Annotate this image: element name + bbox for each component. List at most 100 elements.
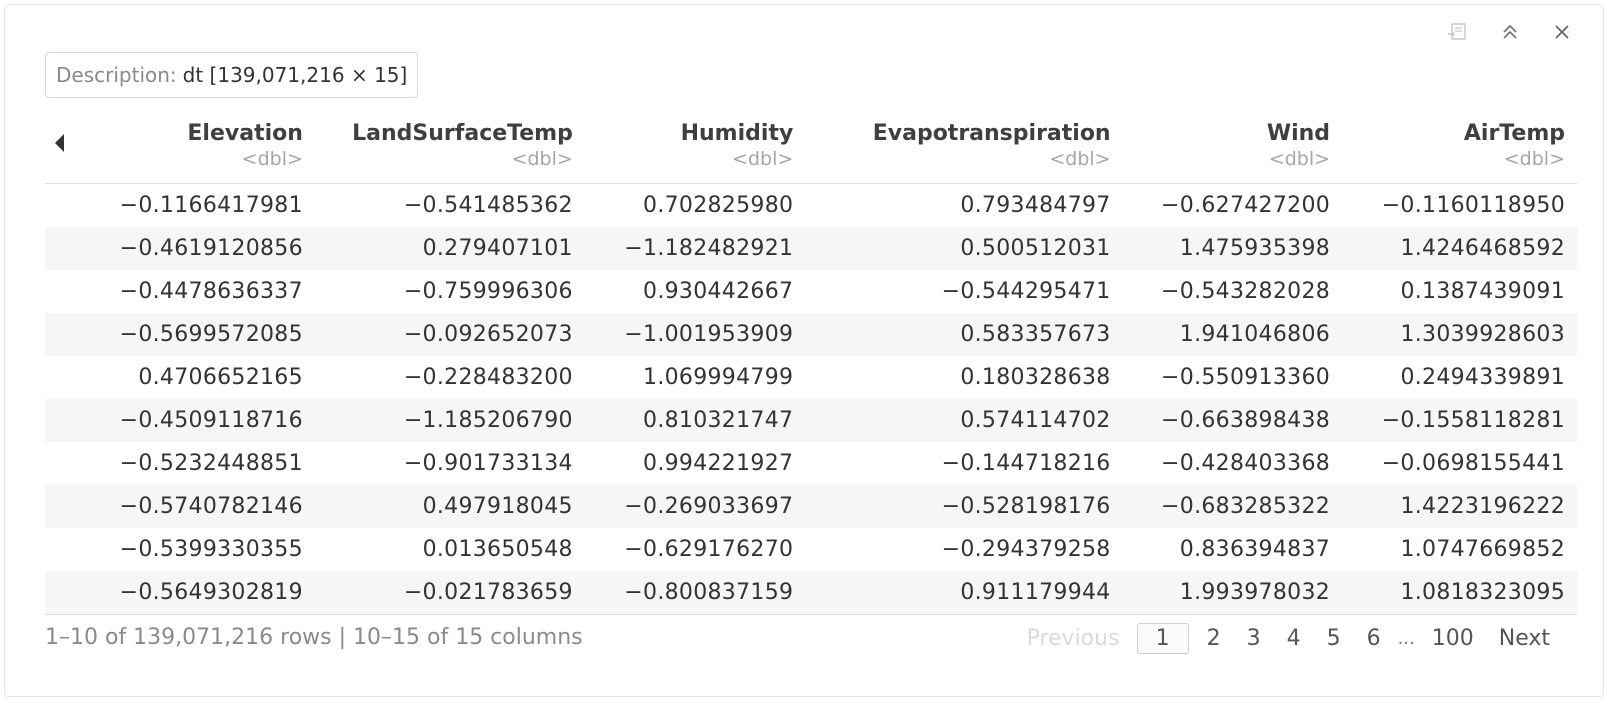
data-table: Elevation <dbl> LandSurfaceTemp <dbl> Hu… — [45, 121, 1577, 615]
column-name: Wind — [1266, 121, 1331, 146]
row-spacer — [45, 399, 87, 442]
table-cell: 0.500512031 — [805, 227, 1123, 270]
table-cell: −0.5699572085 — [86, 313, 315, 356]
table-row: −0.5649302819 −0.021783659 −0.800837159 0.9… — [45, 571, 1577, 615]
column-type: <dbl> — [511, 148, 573, 170]
table-cell: 1.475935398 — [1122, 227, 1343, 270]
table-cell: −0.4619120856 — [86, 227, 315, 270]
row-spacer — [45, 313, 87, 356]
table-cell: 1.4223196222 — [1342, 485, 1577, 528]
table-cell: −0.294379258 — [805, 528, 1123, 571]
table-cell: 1.0818323095 — [1342, 571, 1577, 615]
table-cell: 0.793484797 — [805, 183, 1123, 227]
row-spacer — [45, 227, 87, 270]
table-cell: 0.583357673 — [805, 313, 1123, 356]
page-button-2[interactable]: 2 — [1206, 626, 1221, 651]
table-header-row: Elevation <dbl> LandSurfaceTemp <dbl> Hu… — [45, 121, 1577, 184]
table-cell: −0.228483200 — [314, 356, 585, 399]
column-name: AirTemp — [1463, 121, 1565, 146]
table-row: −0.5699572085 −0.092652073 −1.001953909 0.5… — [45, 313, 1577, 356]
table-cell: 0.911179944 — [805, 571, 1123, 615]
table-cell: 1.0747669852 — [1342, 528, 1577, 571]
table-cell: 0.702825980 — [584, 183, 806, 227]
column-header-elevation[interactable]: Elevation <dbl> — [86, 121, 315, 184]
page-button-3[interactable]: 3 — [1246, 626, 1261, 651]
table-row: −0.1166417981 −0.541485362 0.702825980 0.79… — [45, 183, 1577, 227]
table-cell: −0.627427200 — [1122, 183, 1343, 227]
table-cell: −0.269033697 — [584, 485, 806, 528]
current-page-button[interactable]: 1 — [1136, 623, 1189, 654]
table-cell: −0.4509118716 — [86, 399, 315, 442]
table-row: 0.4706652165 −0.228483200 1.069994799 0.180… — [45, 356, 1577, 399]
page-button-5[interactable]: 5 — [1326, 626, 1341, 651]
scroll-left-button[interactable] — [45, 121, 87, 184]
next-page-button[interactable]: Next — [1498, 626, 1550, 651]
table-cell: −0.528198176 — [805, 485, 1123, 528]
table-cell: −1.001953909 — [584, 313, 806, 356]
table-cell: −0.663898438 — [1122, 399, 1343, 442]
table-cell: −0.0698155441 — [1342, 442, 1577, 485]
triangle-left-icon[interactable] — [53, 132, 67, 154]
row-spacer — [45, 528, 87, 571]
table-cell: 1.993978032 — [1122, 571, 1343, 615]
table-cell: 0.836394837 — [1122, 528, 1343, 571]
table-cell: −0.683285322 — [1122, 485, 1343, 528]
row-spacer — [45, 571, 87, 615]
column-type: <dbl> — [732, 148, 794, 170]
table-row: −0.4509118716 −1.185206790 0.810321747 0.57… — [45, 399, 1577, 442]
row-spacer — [45, 356, 87, 399]
column-name: Elevation — [187, 121, 303, 146]
table-cell: 0.994221927 — [584, 442, 806, 485]
row-spacer — [45, 485, 87, 528]
row-spacer — [45, 183, 87, 227]
page-button-4[interactable]: 4 — [1286, 626, 1301, 651]
pagination: Previous 1 2 3 4 5 6 ... 100 Next — [1014, 623, 1563, 654]
table-cell: 0.1387439091 — [1342, 270, 1577, 313]
table-row: −0.5740782146 0.497918045 −0.269033697 −0.5… — [45, 485, 1577, 528]
table-cell: 0.279407101 — [314, 227, 585, 270]
table-cell: −0.428403368 — [1122, 442, 1343, 485]
table-cell: −0.021783659 — [314, 571, 585, 615]
data-viewer-panel: Description: dt [139,071,216 × 15] Eleva… — [4, 4, 1604, 697]
table-cell: −0.901733134 — [314, 442, 585, 485]
pagination-ellipsis: ... — [1397, 628, 1415, 649]
table-cell: 0.4706652165 — [86, 356, 315, 399]
table-cell: −0.800837159 — [584, 571, 806, 615]
description-label: Description: — [56, 63, 177, 87]
column-type: <dbl> — [1503, 148, 1565, 170]
table-cell: 1.941046806 — [1122, 313, 1343, 356]
column-name: Humidity — [680, 121, 794, 146]
table-cell: −0.092652073 — [314, 313, 585, 356]
table-cell: −0.1558118281 — [1342, 399, 1577, 442]
column-header-humidity[interactable]: Humidity <dbl> — [584, 121, 806, 184]
table-cell: −0.5649302819 — [86, 571, 315, 615]
table-cell: 0.497918045 — [314, 485, 585, 528]
table-summary: 1–10 of 139,071,216 rows | 10–15 of 15 c… — [45, 625, 583, 650]
page-button-last[interactable]: 100 — [1431, 626, 1474, 651]
export-icon[interactable] — [1447, 21, 1469, 43]
table-cell: 0.180328638 — [805, 356, 1123, 399]
table-cell: 0.574114702 — [805, 399, 1123, 442]
table-cell: −1.182482921 — [584, 227, 806, 270]
column-header-landsurfacetemp[interactable]: LandSurfaceTemp <dbl> — [314, 121, 585, 184]
table-row: −0.5399330355 0.013650548 −0.629176270 −0.2… — [45, 528, 1577, 571]
column-header-wind[interactable]: Wind <dbl> — [1122, 121, 1343, 184]
close-icon[interactable] — [1551, 21, 1573, 43]
table-cell: −0.544295471 — [805, 270, 1123, 313]
table-cell: −0.5399330355 — [86, 528, 315, 571]
table-cell: −0.543282028 — [1122, 270, 1343, 313]
previous-page-button[interactable]: Previous — [1026, 626, 1120, 651]
collapse-icon[interactable] — [1499, 21, 1521, 43]
page-button-6[interactable]: 6 — [1366, 626, 1381, 651]
description-value: dt [139,071,216 × 15] — [182, 63, 408, 87]
column-header-airtemp[interactable]: AirTemp <dbl> — [1342, 121, 1577, 184]
table-cell: −0.1160118950 — [1342, 183, 1577, 227]
table-cell: −0.541485362 — [314, 183, 585, 227]
table-cell: −0.550913360 — [1122, 356, 1343, 399]
row-spacer — [45, 442, 87, 485]
column-header-evapotranspiration[interactable]: Evapotranspiration <dbl> — [805, 121, 1123, 184]
panel-toolbar — [1447, 21, 1573, 43]
table-cell: −0.759996306 — [314, 270, 585, 313]
table-cell: 1.069994799 — [584, 356, 806, 399]
table-body: −0.1166417981 −0.541485362 0.702825980 0.79… — [45, 183, 1577, 615]
